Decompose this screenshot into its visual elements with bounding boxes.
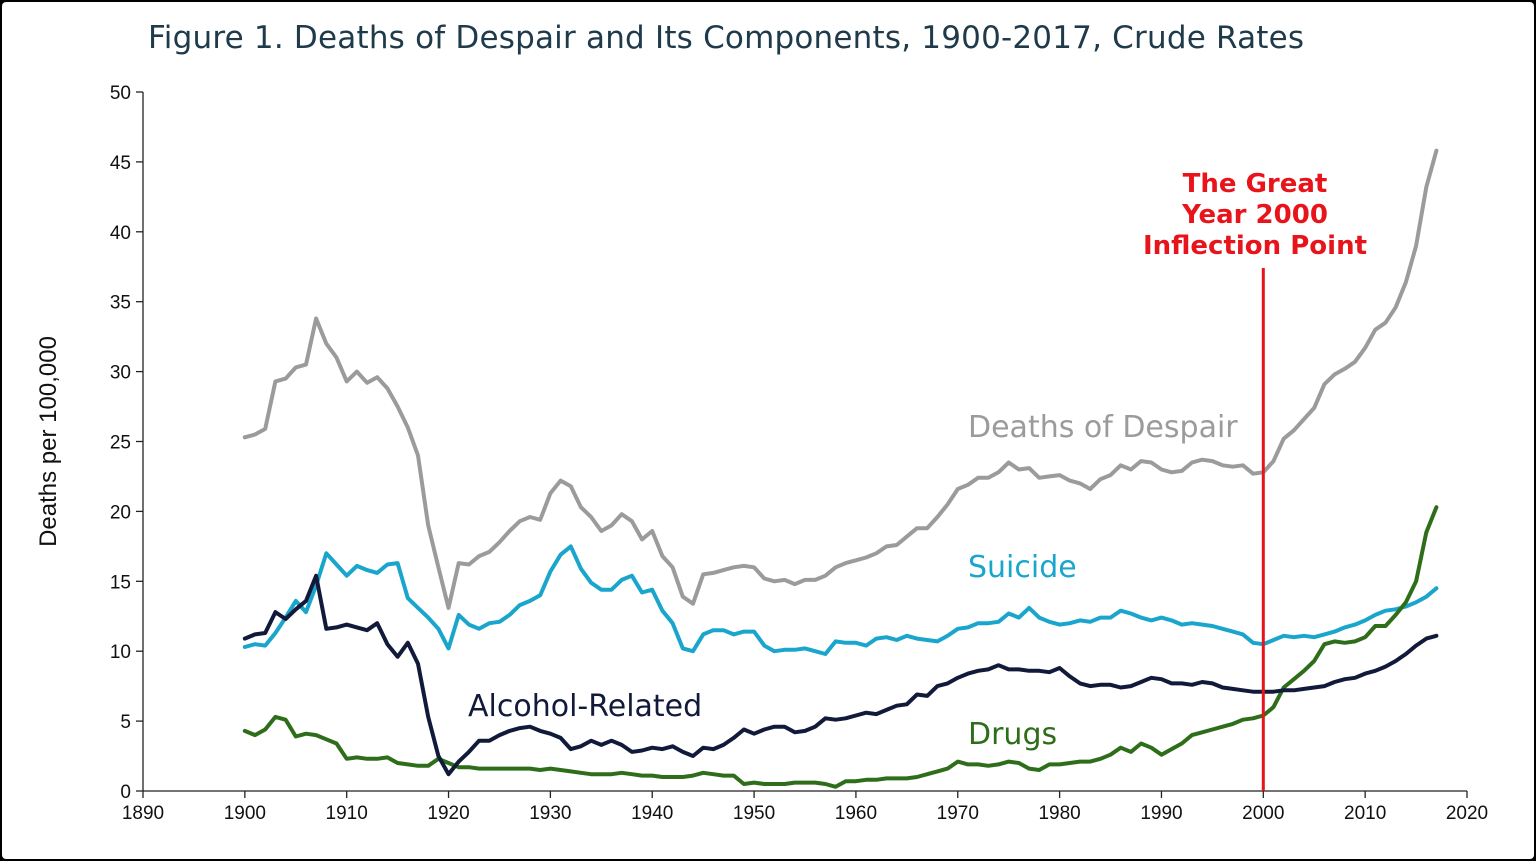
x-tick-label: 1950 — [733, 803, 775, 824]
y-tick-label: 40 — [110, 223, 131, 244]
y-tick-label: 0 — [120, 782, 131, 803]
y-tick-label: 50 — [110, 83, 131, 104]
chart-title: Figure 1. Deaths of Despair and Its Comp… — [148, 20, 1305, 56]
series-label-alcohol: Alcohol-Related — [468, 689, 702, 724]
series-line-despair — [242, 148, 1439, 610]
x-tick-label: 1990 — [1140, 803, 1182, 824]
y-tick-label: 20 — [110, 502, 131, 523]
y-tick-label: 5 — [120, 712, 131, 733]
series-line-suicide — [242, 544, 1439, 656]
series-line-alcohol — [242, 573, 1439, 777]
annotation-text-line: The Great — [1183, 169, 1328, 199]
series-label-drugs: Drugs — [968, 717, 1057, 752]
x-tick-label: 1920 — [427, 803, 469, 824]
x-tick-label: 1890 — [122, 803, 164, 824]
y-tick-label: 25 — [110, 433, 131, 454]
series-labels: Deaths of Despair Suicide Alcohol-Related D… — [468, 410, 1238, 752]
x-tick-label: 1910 — [326, 803, 368, 824]
x-tick-label: 1980 — [1038, 803, 1080, 824]
x-tick-label: 1960 — [835, 803, 877, 824]
axes: 0 5 10 15 20 25 30 35 40 45 50 1890 1900 1910 1920 1930… — [35, 83, 1488, 824]
x-tick-label: 1940 — [631, 803, 673, 824]
series-label-despair: Deaths of Despair — [968, 410, 1238, 445]
series-label-suicide: Suicide — [968, 550, 1077, 585]
x-tick-label: 1930 — [529, 803, 571, 824]
x-tick-label: 1970 — [937, 803, 979, 824]
series-lines — [242, 148, 1439, 789]
y-tick-label: 35 — [110, 293, 131, 314]
x-tick-label: 2010 — [1344, 803, 1386, 824]
x-tick-label: 2000 — [1242, 803, 1284, 824]
annotation-text-line: Year 2000 — [1181, 200, 1328, 230]
series-line-drugs — [242, 505, 1439, 789]
y-tick-label: 30 — [110, 363, 131, 384]
annotation-text-line: Inflection Point — [1143, 231, 1367, 261]
y-tick-label: 45 — [110, 153, 131, 174]
y-tick-label: 15 — [110, 572, 131, 593]
y-tick-label: 10 — [110, 642, 131, 663]
y-axis-label: Deaths per 100,000 — [35, 336, 62, 547]
x-tick-label: 2020 — [1446, 803, 1488, 824]
x-tick-label: 1900 — [224, 803, 266, 824]
